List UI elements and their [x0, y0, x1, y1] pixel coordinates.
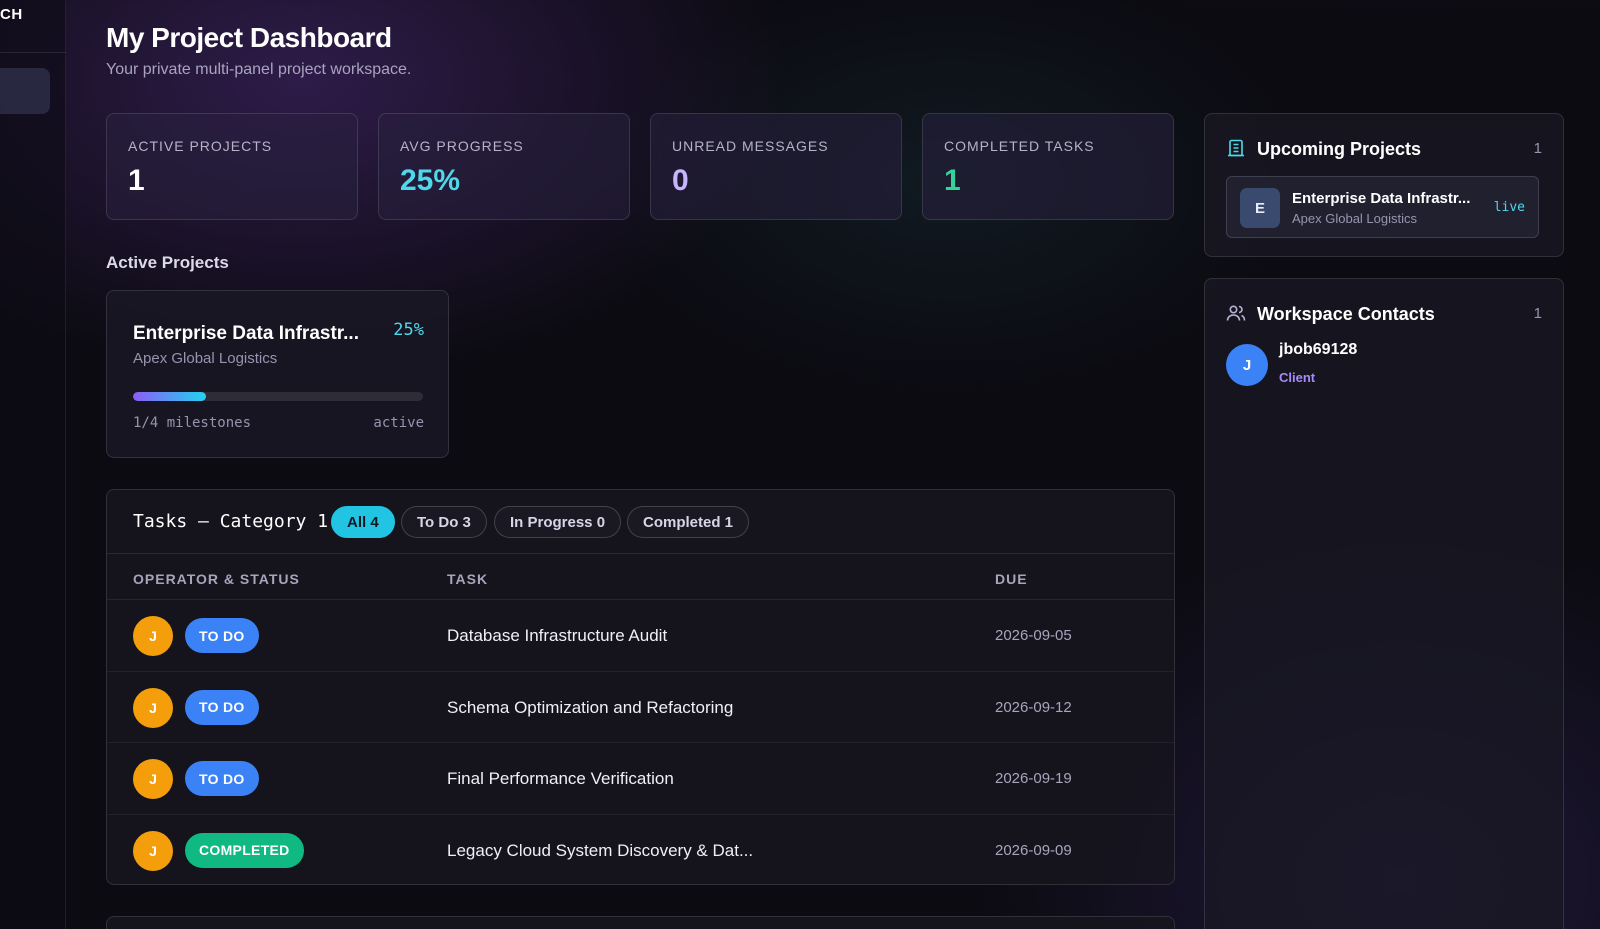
sidebar-item-active[interactable]	[0, 68, 50, 114]
table-row[interactable]: J TO DO Database Infrastructure Audit 20…	[107, 600, 1174, 672]
task-due-date: 2026-09-12	[995, 698, 1072, 716]
contact-name[interactable]: jbob69128	[1279, 341, 1358, 358]
task-name[interactable]: Legacy Cloud System Discovery & Dat...	[447, 840, 754, 860]
contact-role: Client	[1279, 370, 1316, 385]
page-title: My Project Dashboard	[106, 22, 392, 53]
tasks-title: Tasks — Category 1	[133, 511, 329, 532]
workspace-contacts-title: Workspace Contacts	[1257, 304, 1435, 324]
upcoming-project-client: Apex Global Logistics	[1292, 211, 1418, 226]
column-operator-status[interactable]: OPERATOR & STATUS	[133, 571, 300, 587]
upcoming-project-status: live	[1493, 200, 1525, 215]
stat-card-active-projects: ACTIVE PROJECTS 1	[106, 113, 358, 220]
table-row[interactable]: J TO DO Final Performance Verification 2…	[107, 743, 1174, 815]
app-logo[interactable]: CH	[0, 6, 23, 23]
project-name: Enterprise Data Infrastr...	[133, 323, 359, 344]
status-badge: COMPLETED	[185, 832, 304, 868]
tasks-panel: Tasks — Category 1 All 4 To Do 3 In Prog…	[106, 489, 1175, 885]
project-avatar: E	[1240, 188, 1280, 228]
stat-label: AVG PROGRESS	[400, 138, 524, 154]
stat-value: 0	[672, 164, 689, 197]
table-header: OPERATOR & STATUS TASK DUE	[107, 554, 1174, 600]
project-progress-fill	[133, 392, 206, 401]
task-name[interactable]: Final Performance Verification	[447, 769, 674, 788]
upcoming-projects-count: 1	[1533, 140, 1542, 157]
filter-to-do[interactable]: To Do 3	[401, 506, 487, 538]
active-projects-title: Active Projects	[106, 253, 229, 272]
operator-avatar: J	[133, 616, 173, 656]
status-badge: TO DO	[185, 761, 259, 796]
operator-avatar: J	[133, 830, 173, 871]
tasks-header: Tasks — Category 1 All 4 To Do 3 In Prog…	[107, 490, 1174, 554]
stat-value: 1	[944, 164, 961, 197]
filter-all[interactable]: All 4	[331, 506, 395, 538]
operator-avatar: J	[133, 759, 173, 799]
project-card[interactable]: Enterprise Data Infrastr... 25% Apex Glo…	[106, 290, 449, 458]
building-icon	[1228, 139, 1244, 157]
column-due[interactable]: DUE	[995, 571, 1028, 587]
sidebar-divider	[0, 52, 66, 53]
task-name[interactable]: Schema Optimization and Refactoring	[447, 697, 734, 717]
status-badge: TO DO	[185, 618, 259, 653]
project-state: active	[373, 415, 424, 431]
next-panel	[106, 916, 1175, 929]
table-row[interactable]: J TO DO Schema Optimization and Refactor…	[107, 672, 1174, 743]
users-icon	[1226, 305, 1246, 321]
filter-in-progress[interactable]: In Progress 0	[494, 506, 622, 538]
project-client: Apex Global Logistics	[133, 350, 278, 367]
upcoming-projects-title: Upcoming Projects	[1257, 139, 1422, 159]
page-subtitle: Your private multi-panel project workspa…	[106, 61, 412, 78]
operator-avatar: J	[133, 687, 173, 728]
task-due-date: 2026-09-19	[995, 770, 1072, 787]
task-due-date: 2026-09-09	[995, 841, 1072, 859]
task-due-date: 2026-09-05	[995, 627, 1072, 644]
stat-card-unread-messages: UNREAD MESSAGES 0	[650, 113, 902, 220]
stat-label: COMPLETED TASKS	[944, 138, 1095, 154]
sidebar: CH	[0, 0, 66, 929]
project-milestones: 1/4 milestones	[133, 415, 252, 431]
upcoming-projects-card: Upcoming Projects 1 E Enterprise Data In…	[1204, 113, 1564, 257]
workspace-contacts-count: 1	[1533, 305, 1542, 322]
stat-value: 1	[128, 164, 145, 197]
upcoming-project-item[interactable]: E Enterprise Data Infrastr... Apex Globa…	[1226, 176, 1539, 238]
stat-label: UNREAD MESSAGES	[672, 138, 829, 154]
stat-card-avg-progress: AVG PROGRESS 25%	[378, 113, 630, 220]
status-badge: TO DO	[185, 689, 259, 725]
stat-value: 25%	[400, 164, 461, 197]
project-progress-percent: 25%	[393, 320, 424, 340]
contact-avatar[interactable]: J	[1226, 344, 1268, 386]
column-task[interactable]: TASK	[447, 571, 489, 587]
project-progress-bar	[133, 392, 423, 401]
task-name[interactable]: Database Infrastructure Audit	[447, 626, 668, 645]
filter-completed[interactable]: Completed 1	[627, 506, 750, 538]
stat-card-completed-tasks: COMPLETED TASKS 1	[922, 113, 1174, 220]
upcoming-project-name: Enterprise Data Infrastr...	[1292, 190, 1471, 207]
stat-label: ACTIVE PROJECTS	[128, 138, 273, 154]
table-row[interactable]: J COMPLETED Legacy Cloud System Discover…	[107, 815, 1174, 885]
workspace-contacts-card: Workspace Contacts 1 J jbob69128 Client	[1204, 278, 1564, 929]
